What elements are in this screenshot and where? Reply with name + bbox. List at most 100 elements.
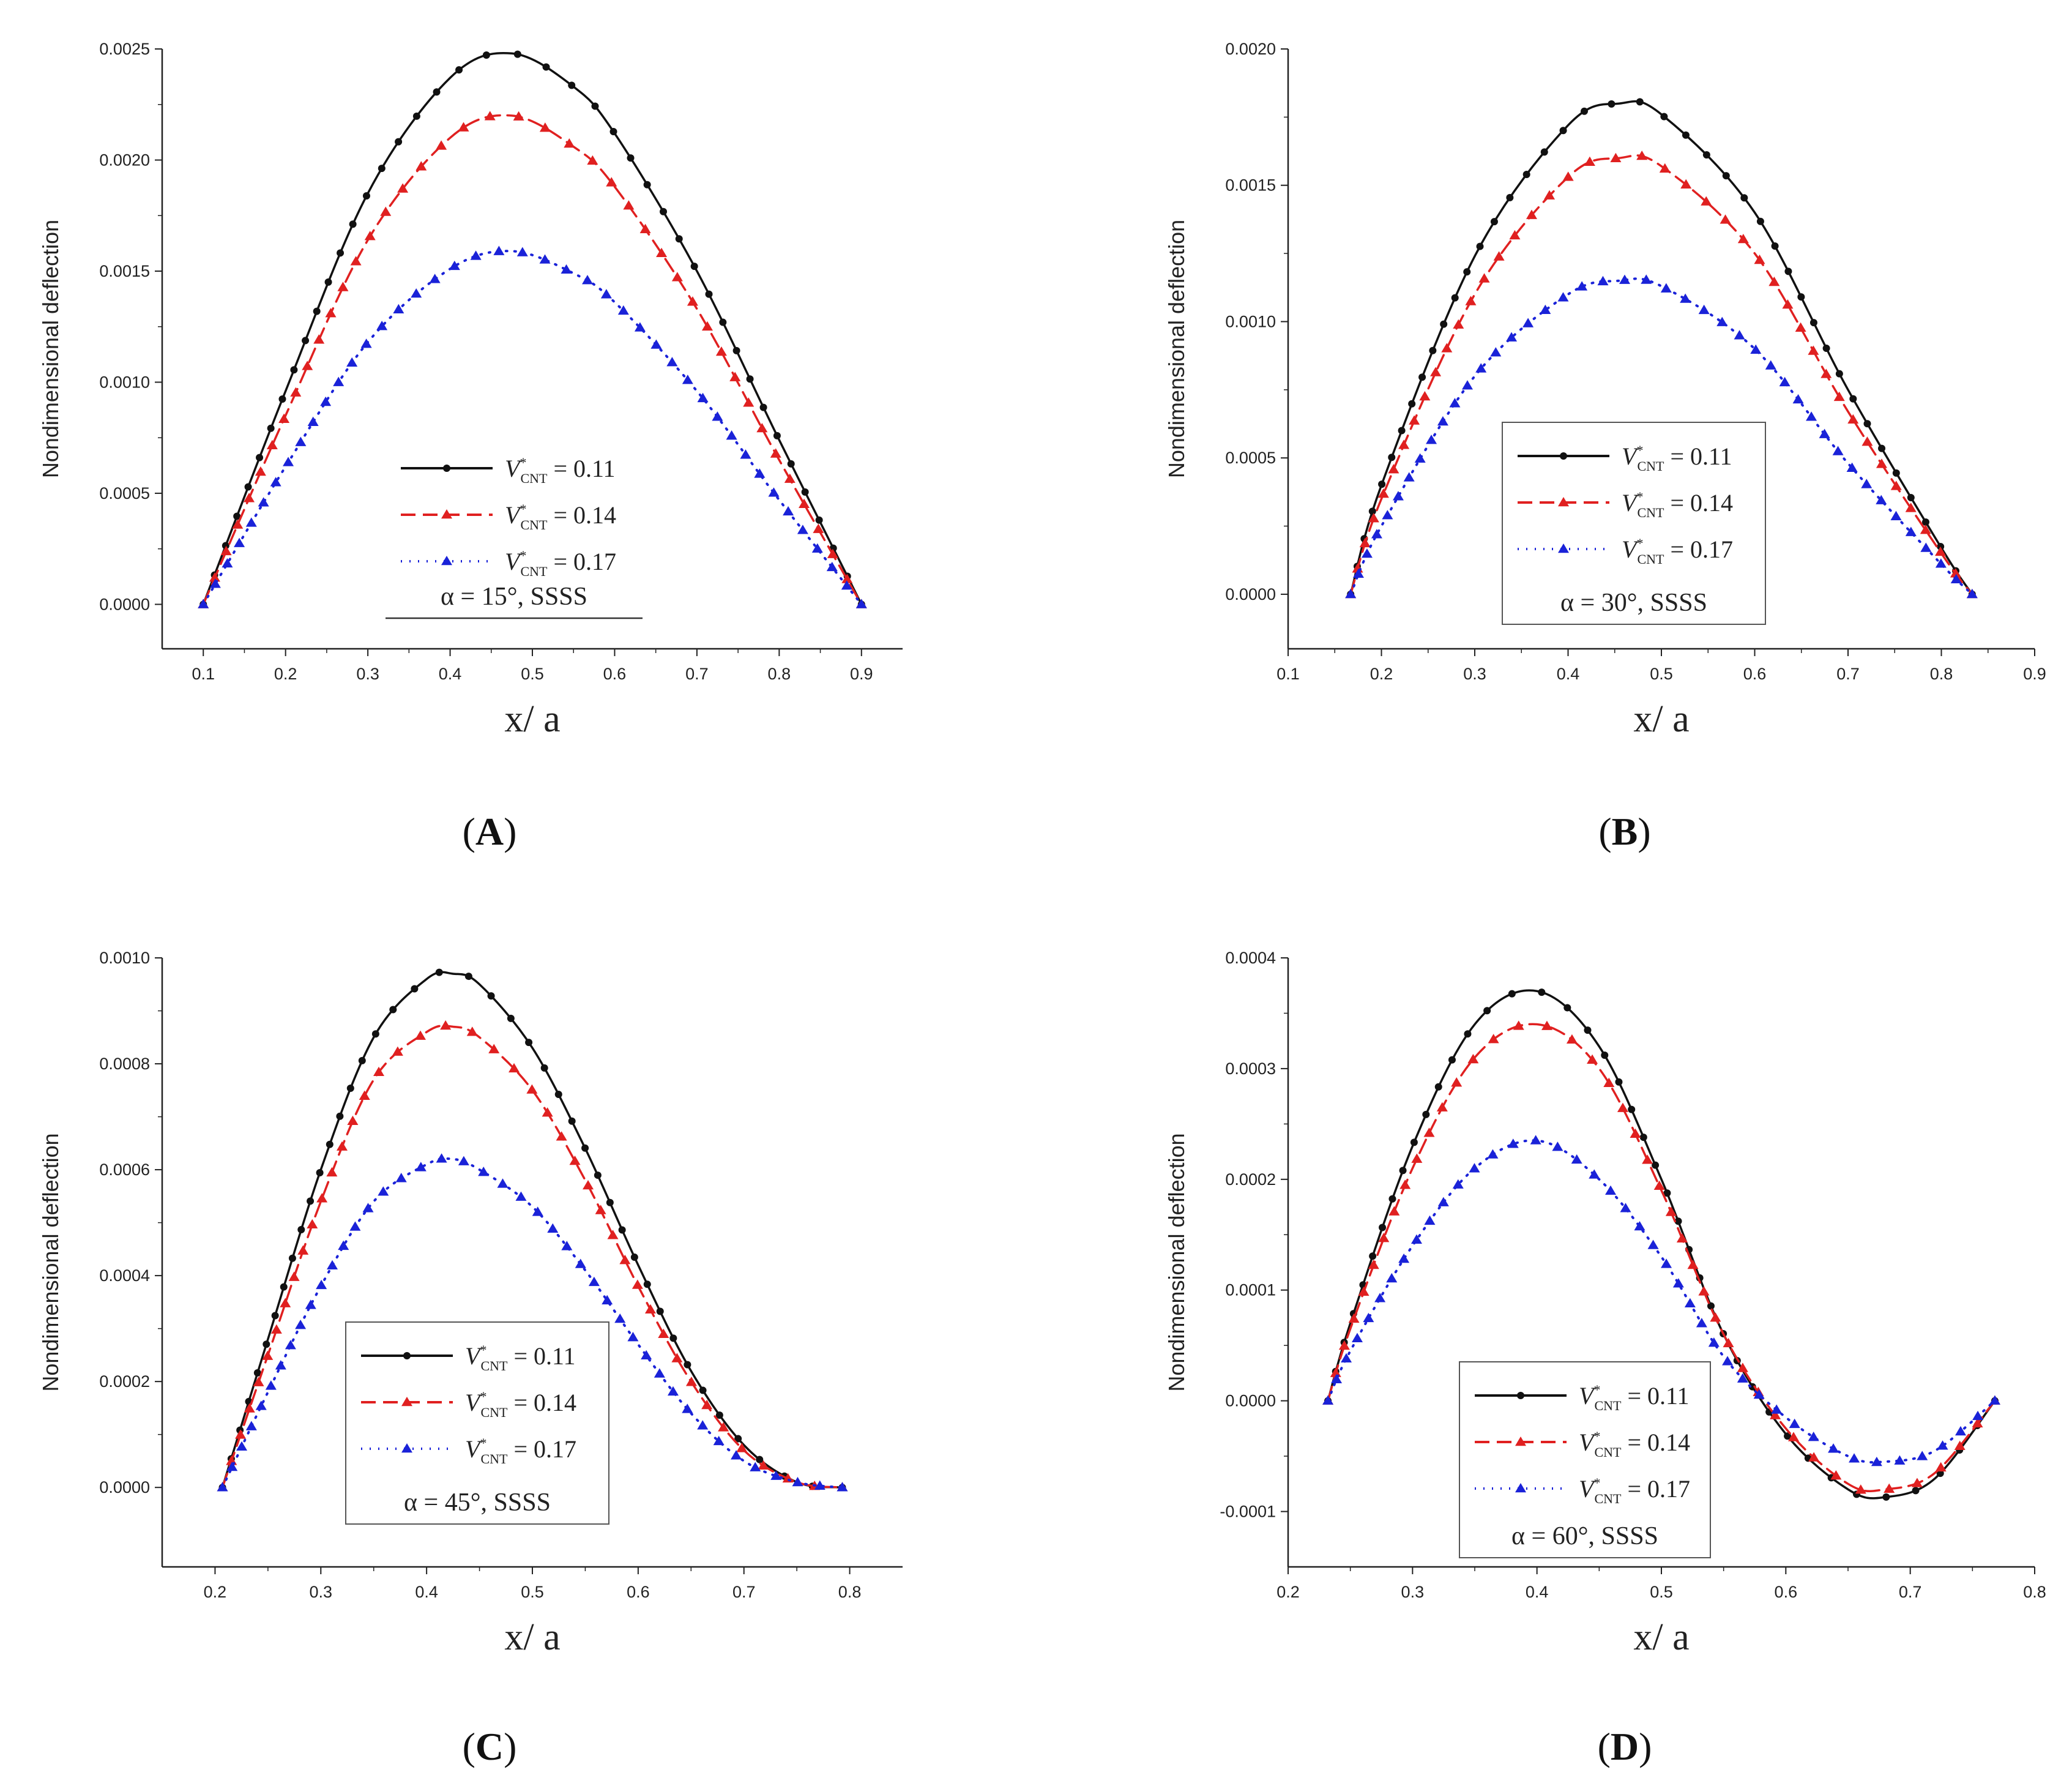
- y-tick-label: 0.0001: [1225, 1281, 1276, 1299]
- data-point: [1437, 1197, 1449, 1206]
- data-point: [285, 1340, 296, 1350]
- data-point: [542, 1107, 553, 1117]
- data-point: [1835, 370, 1843, 378]
- data-point: [1378, 480, 1386, 488]
- data-point: [687, 296, 698, 306]
- data-point: [568, 81, 576, 89]
- data-point: [415, 1030, 427, 1040]
- chart-panel-d: 0.2 0.3 0.4 0.5 0.6 0.7 0.8 -0.0001 0.0000 0.0001…: [1164, 949, 2046, 1768]
- data-point: [656, 247, 668, 258]
- data-point: [290, 366, 298, 374]
- data-point: [362, 1203, 374, 1212]
- data-point: [669, 1334, 677, 1342]
- data-point: [1720, 214, 1731, 224]
- data-point: [1674, 1217, 1682, 1225]
- data-point: [575, 1258, 586, 1268]
- y-axis-label: Nondimensional deflection: [38, 1133, 63, 1391]
- data-point: [756, 422, 768, 433]
- data-point: [639, 223, 651, 233]
- x-tick-label: 0.5: [521, 1583, 544, 1601]
- data-point: [1418, 373, 1426, 381]
- data-point: [1487, 1149, 1499, 1159]
- data-point: [1448, 1056, 1456, 1064]
- legend-condition: α = 45°, SSSS: [404, 1489, 551, 1517]
- data-point: [346, 357, 358, 367]
- legend-label: V* CNT = 0.11: [465, 1342, 576, 1373]
- data-point: [336, 1141, 348, 1151]
- data-point: [1584, 1026, 1592, 1034]
- data-point: [1374, 1293, 1386, 1302]
- data-point: [644, 1304, 656, 1313]
- x-tick-label: 0.1: [1276, 665, 1300, 683]
- data-point: [1770, 1410, 1781, 1419]
- data-point: [488, 1044, 500, 1053]
- y-tick-label: 0.0005: [99, 484, 150, 503]
- data-point: [234, 537, 245, 547]
- data-point: [245, 1421, 257, 1430]
- data-point: [1587, 1054, 1598, 1064]
- data-point: [267, 424, 275, 432]
- data-point: [1871, 1456, 1882, 1467]
- data-point: [1411, 1234, 1422, 1244]
- data-point: [841, 580, 852, 590]
- data-point: [389, 1006, 397, 1014]
- data-point: [827, 548, 838, 558]
- x-axis-label: x/ a: [504, 698, 560, 740]
- data-point: [1636, 98, 1644, 106]
- data-point: [326, 1167, 338, 1177]
- data-point: [440, 1020, 452, 1030]
- legend-condition: α = 60°, SSSS: [1511, 1522, 1658, 1550]
- x-tick-label: 0.8: [1930, 665, 1953, 683]
- data-point: [316, 1168, 324, 1176]
- data-point: [1478, 273, 1490, 283]
- legend-label: V* CNT = 0.11: [1622, 443, 1732, 474]
- x-tick-label: 0.9: [2023, 665, 2046, 683]
- data-point: [607, 1230, 619, 1239]
- data-point: [701, 321, 713, 331]
- data-point: [1488, 1034, 1499, 1044]
- legend-marker: [1517, 1392, 1524, 1399]
- x-tick-label: 0.2: [1370, 665, 1393, 683]
- data-point: [792, 1476, 803, 1487]
- data-point: [1748, 1383, 1756, 1391]
- data-point: [1737, 1373, 1748, 1383]
- data-point: [244, 493, 255, 503]
- data-point: [1771, 242, 1779, 250]
- data-point: [1935, 1462, 1947, 1472]
- data-point: [1377, 488, 1389, 498]
- data-point: [715, 1411, 723, 1419]
- data-point: [1465, 296, 1477, 305]
- data-point: [1513, 1020, 1524, 1030]
- data-point: [222, 558, 233, 568]
- data-point: [316, 1279, 327, 1290]
- data-point: [561, 264, 572, 274]
- data-point: [569, 1156, 581, 1165]
- x-axis-label: x/ a: [1633, 1616, 1689, 1658]
- data-point: [617, 305, 629, 315]
- data-point: [1789, 1418, 1800, 1429]
- data-point: [1652, 1161, 1660, 1169]
- x-tick-label: 0.2: [204, 1583, 227, 1601]
- data-point: [1890, 480, 1902, 490]
- data-point: [1634, 1221, 1645, 1231]
- x-tick-label: 0.6: [1743, 665, 1767, 683]
- data-point: [568, 1117, 576, 1125]
- x-tick-label: 0.7: [732, 1583, 756, 1601]
- data-point: [1601, 1052, 1609, 1059]
- data-point: [1936, 1470, 1944, 1478]
- data-point: [1935, 558, 1947, 568]
- legend-marker: [1558, 497, 1569, 507]
- data-point: [1361, 548, 1373, 558]
- data-point: [466, 1026, 478, 1036]
- data-point: [1544, 190, 1556, 200]
- data-point: [497, 1178, 509, 1188]
- data-point: [449, 260, 460, 271]
- data-point: [1905, 526, 1917, 536]
- data-point: [1820, 368, 1832, 378]
- y-tick-label: 0.0010: [1225, 312, 1276, 331]
- data-point: [1322, 1395, 1334, 1405]
- data-point: [773, 432, 781, 439]
- data-point: [1419, 390, 1431, 401]
- data-point: [581, 1144, 589, 1152]
- y-tick-label: 0.0002: [99, 1372, 150, 1391]
